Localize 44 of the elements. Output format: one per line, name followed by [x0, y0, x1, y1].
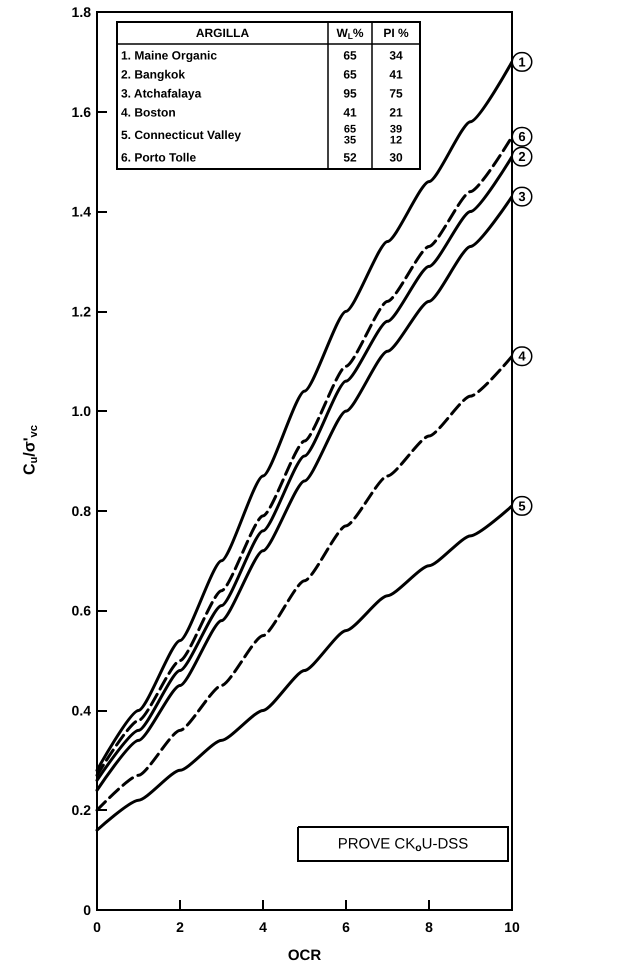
annotation: 5. Connecticut Valley: [121, 128, 242, 142]
legend-label: 2: [518, 149, 526, 164]
x-tick-label: 0: [93, 919, 102, 935]
series-label: 1: [518, 54, 526, 70]
series-label: 5: [518, 498, 526, 514]
x-axis-title: OCR: [288, 947, 322, 964]
y-tick-label: 0.4: [72, 702, 92, 718]
series-label: 6: [518, 129, 526, 144]
x-tick-label: 8: [425, 919, 434, 935]
series-label: 4: [518, 348, 526, 364]
series-label: 3: [518, 189, 526, 204]
annotation: 95: [343, 86, 357, 100]
annotation: 41: [389, 68, 403, 82]
annotation: 3. Atchafalaya: [121, 86, 202, 100]
annotation: 52: [343, 150, 357, 164]
y-tick-label: 1.8: [72, 4, 92, 20]
annotation: 34: [389, 48, 403, 62]
y-tick-label: 1.0: [72, 403, 92, 420]
x-tick-label: 4: [259, 919, 268, 935]
annotation: 65: [343, 48, 357, 62]
annotation: 1. Maine Organic: [121, 48, 218, 62]
annotation: 65 35: [344, 124, 356, 146]
y-tick-label: 0.6: [72, 602, 92, 619]
x-tick-label: 6: [342, 919, 350, 935]
y-tick-label: 1.4: [72, 204, 92, 220]
annotation: 2. Bangkok: [121, 68, 186, 82]
y-axis-title: Cu/σ'vc: [22, 424, 40, 476]
y-tick-label: 0.8: [72, 502, 92, 519]
annotation: 75: [389, 86, 403, 100]
y-tick-label: 1.6: [72, 104, 92, 120]
annotation: 6. Porto Tolle: [121, 150, 196, 164]
x-tick-label: 10: [504, 919, 520, 935]
annotation: PI %: [383, 26, 409, 40]
annotation: 39 12: [390, 124, 402, 146]
annotation: 30: [389, 150, 403, 164]
annotation: 21: [389, 106, 403, 120]
y-tick-label: 1.2: [72, 303, 92, 320]
x-tick-label: 2: [176, 919, 184, 935]
annotation: 41: [343, 106, 357, 120]
annotation: 4. Boston: [121, 106, 176, 120]
y-tick-label: 0.2: [72, 802, 92, 818]
y-tick-label: 0: [83, 902, 92, 918]
annotation: ARGILLA: [196, 26, 250, 40]
annotation: 65: [343, 68, 357, 82]
